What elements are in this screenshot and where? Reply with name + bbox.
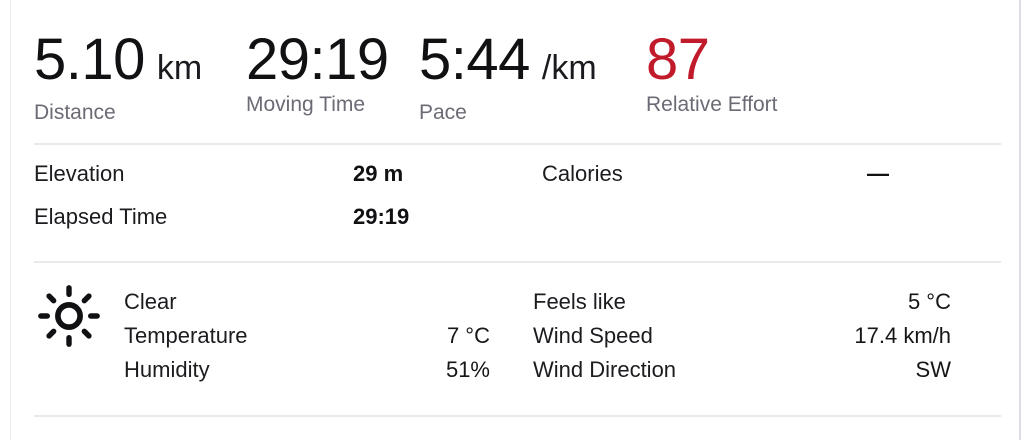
moving-time-value: 29:19 bbox=[246, 27, 389, 92]
humidity-label: Humidity bbox=[124, 357, 210, 382]
details-section: Elevation 29 m Elapsed Time 29:19 Calori… bbox=[11, 145, 1019, 261]
wind-direction-label: Wind Direction bbox=[533, 357, 677, 382]
weather-row-wind-direction: Wind Direction SW bbox=[533, 353, 951, 387]
feels-like-label: Feels like bbox=[533, 289, 626, 314]
weather-section: Clear Temperature 7 °C Humidity 51% Feel… bbox=[11, 263, 1019, 415]
elevation-label: Elevation bbox=[34, 161, 125, 186]
weather-row-wind-speed: Wind Speed 17.4 km/h bbox=[533, 319, 951, 353]
temperature-value: 7 °C bbox=[446, 323, 490, 348]
stat-relative-effort: 87 Relative Effort bbox=[646, 31, 778, 117]
weather-row-feels-like: Feels like 5 °C bbox=[533, 285, 951, 319]
primary-stats-row: 5.10 km Distance 29:19 Moving Time 5:44 … bbox=[11, 0, 1019, 125]
weather-icon-wrap bbox=[34, 285, 124, 415]
stat-moving-time: 29:19 Moving Time bbox=[246, 31, 419, 117]
weather-row-temperature: Temperature 7 °C bbox=[124, 319, 490, 353]
detail-row-elevation: Elevation 29 m bbox=[34, 161, 542, 187]
moving-time-label: Moving Time bbox=[246, 93, 366, 116]
weather-column-right: Feels like 5 °C Wind Speed 17.4 km/h Win… bbox=[533, 285, 951, 415]
elapsed-time-value: 29:19 bbox=[353, 204, 410, 229]
weather-column-spacer bbox=[490, 285, 533, 415]
activity-stats-card: 5.10 km Distance 29:19 Moving Time 5:44 … bbox=[10, 0, 1021, 440]
weather-column-left: Clear Temperature 7 °C Humidity 51% bbox=[124, 285, 490, 415]
divider-middle bbox=[34, 261, 1001, 263]
distance-unit: km bbox=[156, 49, 203, 87]
feels-like-value: 5 °C bbox=[907, 289, 951, 314]
weather-condition: Clear bbox=[124, 289, 177, 314]
distance-value: 5.10 bbox=[34, 27, 145, 92]
elevation-value: 29 m bbox=[353, 161, 404, 186]
wind-speed-label: Wind Speed bbox=[533, 323, 653, 348]
distance-label: Distance bbox=[34, 101, 116, 124]
stat-distance: 5.10 km Distance bbox=[34, 31, 246, 125]
pace-value: 5:44 bbox=[419, 27, 530, 92]
wind-direction-value: SW bbox=[915, 357, 951, 382]
details-column-right: Calories — bbox=[542, 161, 889, 261]
detail-row-calories: Calories — bbox=[542, 161, 889, 187]
pace-unit: /km bbox=[541, 49, 597, 87]
weather-condition-row: Clear bbox=[124, 285, 490, 319]
elapsed-time-label: Elapsed Time bbox=[34, 204, 168, 229]
divider-bottom bbox=[34, 415, 1001, 417]
calories-label: Calories bbox=[542, 161, 623, 186]
calories-value: — bbox=[867, 161, 889, 186]
detail-row-elapsed-time: Elapsed Time 29:19 bbox=[34, 204, 542, 230]
details-column-left: Elevation 29 m Elapsed Time 29:19 bbox=[34, 161, 542, 261]
humidity-value: 51% bbox=[445, 357, 490, 382]
pace-label: Pace bbox=[419, 101, 467, 124]
sun-icon bbox=[38, 285, 100, 347]
weather-row-humidity: Humidity 51% bbox=[124, 353, 490, 387]
relative-effort-value: 87 bbox=[646, 27, 710, 92]
divider-top bbox=[34, 143, 1001, 145]
temperature-label: Temperature bbox=[124, 323, 248, 348]
primary-stats-section: 5.10 km Distance 29:19 Moving Time 5:44 … bbox=[11, 0, 1019, 143]
stat-pace: 5:44 /km Pace bbox=[419, 31, 646, 125]
wind-speed-value: 17.4 km/h bbox=[854, 323, 951, 348]
relative-effort-label: Relative Effort bbox=[646, 93, 778, 116]
